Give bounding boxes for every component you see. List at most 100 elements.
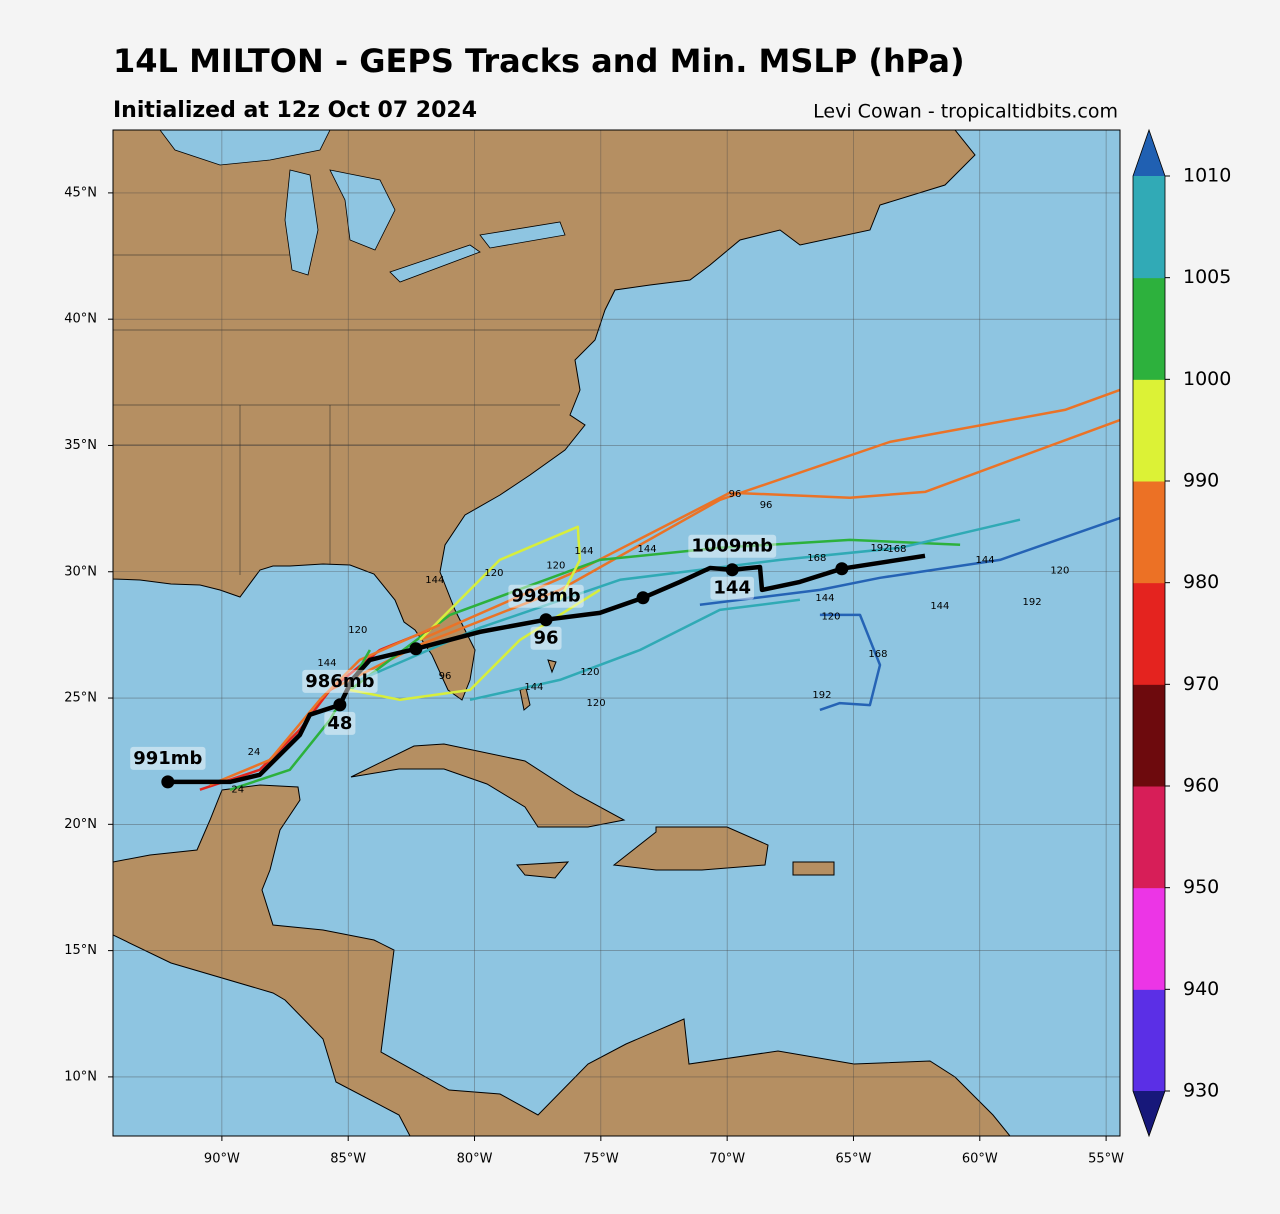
lake-ontario <box>479 221 566 249</box>
colorbar-segment <box>1133 684 1165 787</box>
hour-label: 144 <box>930 601 949 612</box>
y-tick-label: 20°N <box>64 817 97 832</box>
track-label: 144 <box>713 578 751 599</box>
colorbar-tick-label: 990 <box>1183 470 1219 492</box>
y-tick-label: 15°N <box>64 943 97 958</box>
hour-label: 120 <box>546 561 565 572</box>
hour-label: 168 <box>868 649 887 660</box>
credit: Levi Cowan - tropicaltidbits.com <box>813 101 1118 123</box>
ensemble-track <box>819 613 882 712</box>
ensemble-track <box>209 623 441 787</box>
hour-label: 168 <box>807 553 826 564</box>
x-tick-label: 55°W <box>1088 1152 1124 1167</box>
label-background <box>530 626 562 650</box>
mean-track-marker <box>409 642 423 656</box>
hour-label: 24 <box>248 747 261 758</box>
north-america <box>113 130 976 701</box>
y-tick-label: 35°N <box>64 438 97 453</box>
hour-label: 144 <box>425 575 444 586</box>
cuba <box>350 743 626 828</box>
colorbar-over <box>1133 130 1165 176</box>
lake-huron <box>329 169 396 251</box>
colorbar-segment <box>1133 989 1165 1092</box>
x-tick-label: 75°W <box>583 1152 619 1167</box>
colorbar: 930 940 950 960 970 980 990 1000 1005 1010 <box>1132 128 1231 1138</box>
chart-subtitle: Initialized at 12z Oct 07 2024 <box>113 98 477 123</box>
colorbar-tick-label: 970 <box>1183 673 1219 695</box>
mean-track-marker <box>835 562 849 576</box>
hour-label: 96 <box>439 671 452 682</box>
x-tick-label: 60°W <box>962 1152 998 1167</box>
lake-erie <box>389 244 481 283</box>
track-label: 991mb <box>133 748 202 769</box>
colorbar-tick-label: 1000 <box>1183 368 1231 390</box>
mean-track-marker <box>161 775 175 789</box>
track-label: 998mb <box>511 586 580 607</box>
track-label: 48 <box>327 713 352 734</box>
x-tick-label: 65°W <box>836 1152 872 1167</box>
hour-label: 192 <box>870 543 889 554</box>
tracks: 9696168192168144120192144168192144120144… <box>130 388 1120 796</box>
colorbar-tick-label: 930 <box>1183 1080 1219 1102</box>
lake-michigan <box>284 169 319 276</box>
x-tick-label: 70°W <box>709 1152 745 1167</box>
hour-label: 96 <box>760 500 773 511</box>
colorbar-segment <box>1133 481 1165 584</box>
colorbar-tick-label: 940 <box>1183 978 1219 1000</box>
hour-label: 192 <box>812 690 831 701</box>
ensemble-track <box>699 516 1120 607</box>
hour-label: 144 <box>574 546 593 557</box>
x-tick-label: 90°W <box>204 1152 240 1167</box>
y-tick-label: 30°N <box>64 564 97 579</box>
label-background <box>302 669 378 693</box>
hour-label: 120 <box>580 667 599 678</box>
colorbar-segment <box>1133 786 1165 889</box>
x-tick-label: 85°W <box>330 1152 366 1167</box>
hour-label: 144 <box>976 555 995 566</box>
hour-label: 96 <box>729 489 742 500</box>
axes: 90°W 85°W 80°W 75°W 70°W 65°W 60°W 55°W 10°N 15°N… <box>64 185 1124 1166</box>
hour-label: 120 <box>348 625 367 636</box>
hispaniola <box>612 826 769 871</box>
lake-superior <box>159 130 331 166</box>
colorbar-segment <box>1133 176 1165 279</box>
label-background <box>130 746 206 770</box>
puerto-rico <box>792 861 835 876</box>
colorbar-under <box>1133 1091 1165 1136</box>
mean-track-marker <box>725 563 739 577</box>
label-background <box>508 584 584 608</box>
mean-track-marker <box>636 591 650 605</box>
label-background <box>324 711 356 735</box>
plot-frame <box>112 129 1121 1137</box>
track-label: 1009mb <box>691 536 773 557</box>
central-america <box>113 784 1011 1136</box>
map: 9696168192168144120192144168192144120144… <box>113 130 1120 1136</box>
hour-label: 24 <box>231 785 244 796</box>
grid <box>113 130 1120 1136</box>
ensemble-track <box>419 418 1120 642</box>
track-label: 96 <box>533 628 558 649</box>
colorbar-segment <box>1133 379 1165 482</box>
hour-label: 144 <box>524 682 543 693</box>
hour-label: 144 <box>815 593 834 604</box>
colorbar-segment <box>1133 277 1165 380</box>
jamaica <box>516 861 570 879</box>
mean-track-marker <box>333 698 347 712</box>
label-background <box>688 534 777 558</box>
hour-label: 144 <box>638 544 657 555</box>
hour-label: 120 <box>1050 566 1069 577</box>
hour-label: 168 <box>887 544 906 555</box>
colorbar-tick-label: 980 <box>1183 571 1219 593</box>
colorbar-tick-label: 1005 <box>1183 266 1231 288</box>
ensemble-track <box>419 525 582 641</box>
colorbar-segment <box>1133 582 1165 685</box>
hour-label: 120 <box>821 612 840 623</box>
y-tick-label: 25°N <box>64 691 97 706</box>
label-background <box>710 576 754 600</box>
y-tick-label: 10°N <box>64 1069 97 1084</box>
bahamas <box>547 659 557 674</box>
x-tick-label: 80°W <box>457 1152 493 1167</box>
colorbar-segment <box>1133 887 1165 990</box>
track-label: 986mb <box>305 671 374 692</box>
